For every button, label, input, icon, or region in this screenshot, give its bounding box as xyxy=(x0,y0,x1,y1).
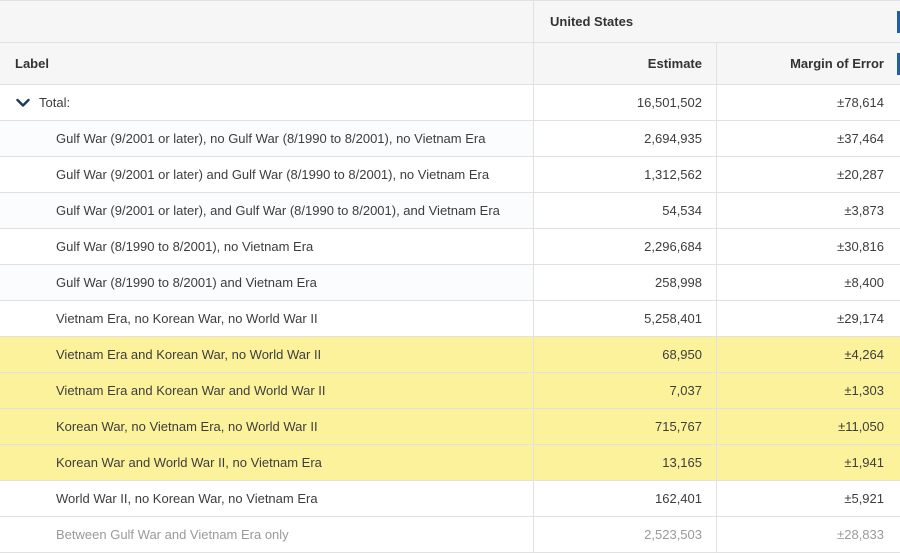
row-moe: ±8,400 xyxy=(844,275,884,290)
table-row-highlighted[interactable]: Korean War and World War II, no Vietnam … xyxy=(0,445,900,481)
chevron-down-icon[interactable] xyxy=(14,94,32,112)
row-label: Vietnam Era and Korean War, no World War… xyxy=(0,337,534,372)
table-row-highlighted[interactable]: Korean War, no Vietnam Era, no World War… xyxy=(0,409,900,445)
row-moe: ±78,614 xyxy=(837,95,884,110)
row-estimate: 1,312,562 xyxy=(534,157,717,192)
row-label: Korean War, no Vietnam Era, no World War… xyxy=(0,409,534,444)
row-label: Total: xyxy=(39,95,71,110)
estimate-column-header[interactable]: Estimate xyxy=(534,43,717,84)
row-moe: ±3,873 xyxy=(844,203,884,218)
row-estimate: 258,998 xyxy=(534,265,717,300)
row-label: World War II, no Korean War, no Vietnam … xyxy=(0,481,534,516)
row-estimate: 2,296,684 xyxy=(534,229,717,264)
column-resize-handle[interactable] xyxy=(897,53,900,75)
table-row[interactable]: Gulf War (9/2001 or later), and Gulf War… xyxy=(0,193,900,229)
row-label-cell: Total: xyxy=(0,85,534,120)
row-estimate: 162,401 xyxy=(534,481,717,516)
geography-header-row: United States xyxy=(0,0,900,43)
table-row-highlighted[interactable]: Vietnam Era and Korean War and World War… xyxy=(0,373,900,409)
row-label: Between Gulf War and Vietnam Era only xyxy=(0,517,534,552)
row-moe: ±4,264 xyxy=(844,347,884,362)
row-moe: ±29,174 xyxy=(837,311,884,326)
row-estimate: 7,037 xyxy=(534,373,717,408)
row-moe: ±1,303 xyxy=(844,383,884,398)
column-header-row: Label Estimate Margin of Error xyxy=(0,43,900,85)
row-moe: ±11,050 xyxy=(838,419,884,434)
row-estimate: 68,950 xyxy=(534,337,717,372)
row-label: Gulf War (9/2001 or later), and Gulf War… xyxy=(0,193,534,228)
row-moe: ±1,941 xyxy=(844,455,884,470)
row-label: Vietnam Era, no Korean War, no World War… xyxy=(0,301,534,336)
row-label: Korean War and World War II, no Vietnam … xyxy=(0,445,534,480)
row-estimate: 54,534 xyxy=(534,193,717,228)
label-column-header[interactable]: Label xyxy=(0,43,534,84)
table-row[interactable]: Gulf War (8/1990 to 8/2001), no Vietnam … xyxy=(0,229,900,265)
row-estimate: 16,501,502 xyxy=(534,85,717,120)
row-moe: ±30,816 xyxy=(837,239,884,254)
row-estimate: 5,258,401 xyxy=(534,301,717,336)
row-label: Gulf War (9/2001 or later), no Gulf War … xyxy=(0,121,534,156)
table-row[interactable]: Between Gulf War and Vietnam Era only 2,… xyxy=(0,517,900,553)
geography-header[interactable]: United States xyxy=(550,14,634,29)
row-moe: ±28,833 xyxy=(837,527,884,542)
row-label: Gulf War (8/1990 to 8/2001) and Vietnam … xyxy=(0,265,534,300)
row-estimate: 715,767 xyxy=(534,409,717,444)
moe-column-header[interactable]: Margin of Error xyxy=(790,56,884,71)
table-row[interactable]: Gulf War (9/2001 or later) and Gulf War … xyxy=(0,157,900,193)
table-row[interactable]: Gulf War (9/2001 or later), no Gulf War … xyxy=(0,121,900,157)
table-row[interactable]: Vietnam Era, no Korean War, no World War… xyxy=(0,301,900,337)
row-label: Gulf War (8/1990 to 8/2001), no Vietnam … xyxy=(0,229,534,264)
row-estimate: 13,165 xyxy=(534,445,717,480)
table-row-highlighted[interactable]: Vietnam Era and Korean War, no World War… xyxy=(0,337,900,373)
row-label: Gulf War (9/2001 or later) and Gulf War … xyxy=(0,157,534,192)
row-label: Vietnam Era and Korean War and World War… xyxy=(0,373,534,408)
column-resize-handle[interactable] xyxy=(897,11,900,33)
row-estimate: 2,523,503 xyxy=(534,517,717,552)
row-moe: ±5,921 xyxy=(844,491,884,506)
table-row[interactable]: Gulf War (8/1990 to 8/2001) and Vietnam … xyxy=(0,265,900,301)
table-row[interactable]: World War II, no Korean War, no Vietnam … xyxy=(0,481,900,517)
header-spacer xyxy=(0,1,534,42)
row-estimate: 2,694,935 xyxy=(534,121,717,156)
row-moe: ±37,464 xyxy=(837,131,884,146)
row-moe: ±20,287 xyxy=(837,167,884,182)
table-row-total[interactable]: Total: 16,501,502 ±78,614 xyxy=(0,85,900,121)
